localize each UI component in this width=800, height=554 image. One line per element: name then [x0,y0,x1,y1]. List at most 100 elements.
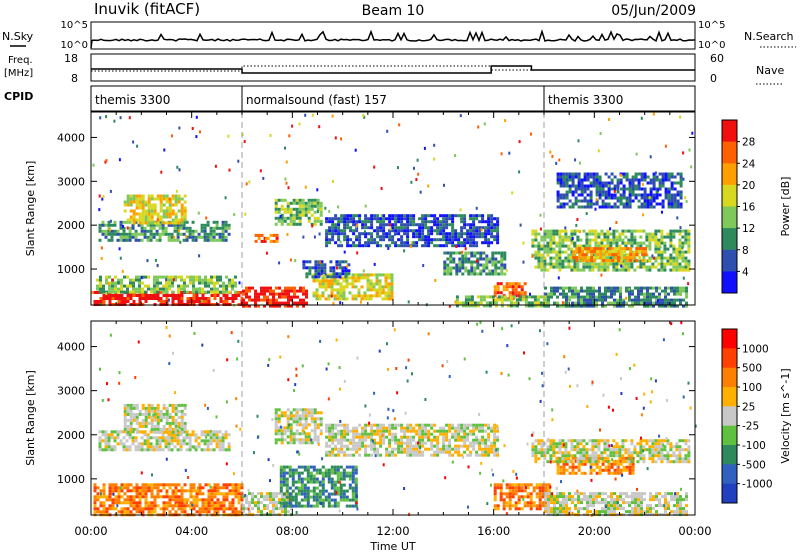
range-cell [107,442,111,446]
range-cell [144,406,148,410]
range-cell [496,223,500,227]
range-cell [185,235,188,238]
range-cell [449,260,453,264]
range-cell [370,444,374,448]
range-cell [673,181,677,185]
range-cell [565,292,568,296]
range-cell [212,235,216,239]
range-cell [138,300,142,303]
range-cell [571,172,575,176]
range-cell [376,220,380,224]
range-cell [155,232,159,236]
range-cell [303,504,307,508]
range-cell [221,439,225,443]
range-cell [200,433,204,437]
range-cell [275,504,278,508]
range-cell [132,495,136,499]
range-cell [607,205,611,209]
range-cell [345,285,349,289]
range-cell [138,492,142,496]
range-cell [328,241,332,245]
range-cell [436,223,440,227]
range-cell [260,298,263,302]
range-cell [147,197,151,201]
range-cell [514,288,518,292]
range-cell [597,265,601,269]
range-cell [129,415,133,419]
range-cell [599,132,602,135]
range-cell [298,423,302,427]
range-cell [147,504,151,508]
range-cell [156,278,159,282]
range-cell [215,430,219,434]
range-cell [451,223,455,227]
range-cell [346,447,350,451]
range-cell [452,257,456,261]
range-cell [664,292,667,296]
range-cell [168,501,172,505]
range-cell [625,205,629,209]
range-cell [293,286,296,290]
range-cell [549,262,553,266]
range-cell [227,134,230,138]
range-cell [309,489,313,493]
range-cell [663,247,667,251]
range-cell [291,468,295,472]
range-cell [287,301,290,305]
range-cell [604,304,607,308]
range-cell [138,495,142,499]
range-cell [168,427,172,431]
range-cell [146,259,149,263]
range-cell [476,251,480,255]
range-cell [104,436,108,440]
range-cell [277,417,281,421]
range-cell [319,219,323,223]
range-cell [102,492,106,496]
range-cell [546,253,550,257]
range-cell [394,241,398,245]
range-cell [248,295,251,299]
range-cell [260,501,263,505]
range-cell [364,230,366,234]
range-cell [283,438,287,442]
range-cell [604,292,607,296]
range-cell [658,292,661,296]
range-cell [346,217,350,221]
range-cell [135,294,139,297]
range-cell [667,172,671,176]
range-cell [289,432,293,436]
range-cell [289,222,293,226]
range-cell [162,221,166,225]
range-cell [433,223,437,227]
range-cell [162,215,166,219]
range-cell [228,501,232,505]
range-cell [646,286,649,290]
range-cell [207,498,211,502]
range-cell [150,409,154,413]
range-cell [156,221,160,225]
range-cell [105,495,109,499]
range-cell [195,297,199,300]
range-cell [485,257,489,261]
range-cell [132,278,135,282]
range-cell [108,275,111,279]
range-cell [177,297,181,300]
range-cell [177,221,181,225]
range-cell [313,420,317,424]
range-cell [180,275,183,279]
range-cell [518,298,522,302]
range-cell [206,442,210,446]
range-cell [263,495,266,499]
range-cell [642,265,646,269]
range-cell [372,282,376,286]
range-cell [122,430,126,434]
range-cell [132,489,136,493]
range-cell [676,216,679,220]
range-cell [622,187,626,191]
range-cell [269,134,272,137]
range-cell [156,281,159,285]
range-cell [192,504,196,508]
range-cell [412,217,416,221]
range-cell [179,442,183,446]
range-cell [355,444,359,448]
